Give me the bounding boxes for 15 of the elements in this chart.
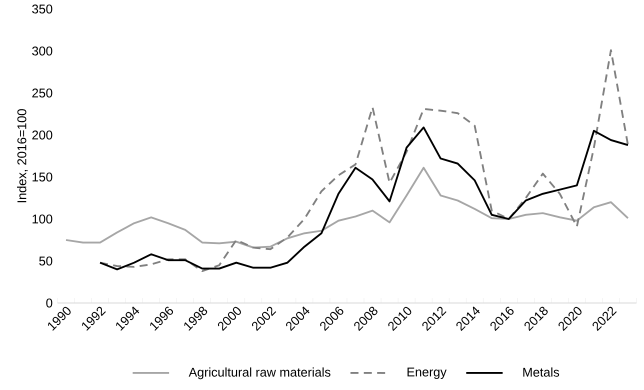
y-tick-label: 350 [32, 4, 52, 14]
y-axis-title: Index, 2016=100 [17, 109, 28, 202]
y-tick-label: 0 [46, 298, 52, 308]
legend-label: Metals [523, 367, 560, 377]
y-tick-label: 100 [32, 214, 52, 224]
y-tick-label: 200 [32, 130, 52, 140]
line-series [65, 166, 629, 248]
y-tick-label: 50 [39, 256, 52, 266]
y-tick-label: 250 [32, 88, 52, 98]
y-tick-label: 300 [32, 46, 52, 56]
line-series [99, 126, 629, 270]
line-series [99, 49, 629, 272]
legend-label: Agricultural raw materials [188, 367, 330, 380]
y-tick-label: 150 [32, 172, 52, 182]
legend-label: Energy [408, 368, 447, 379]
